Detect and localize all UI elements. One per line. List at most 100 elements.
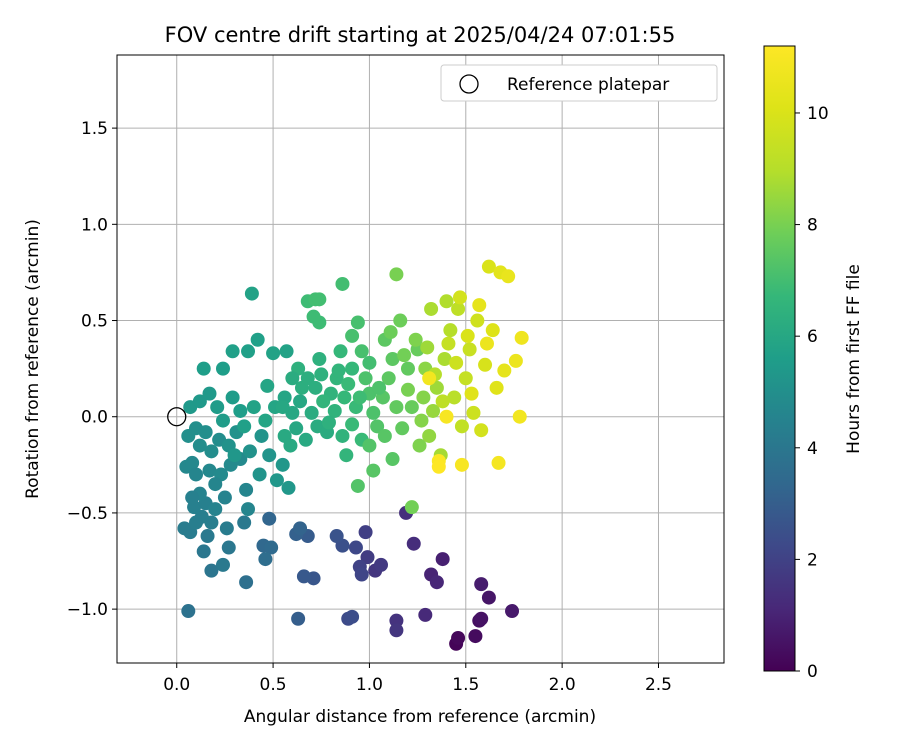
- data-point: [189, 467, 204, 482]
- data-point: [418, 607, 433, 622]
- data-point: [337, 390, 352, 405]
- colorbar-tick-label: 10: [807, 104, 829, 124]
- data-point: [192, 438, 207, 453]
- data-point: [227, 448, 242, 463]
- data-point: [354, 344, 369, 359]
- x-axis-ticks: 0.0 0.5 1.0 1.5 2.0 2.5: [163, 663, 672, 695]
- data-point: [202, 386, 217, 401]
- x-tick-label: 0.0: [163, 675, 190, 695]
- data-point: [454, 457, 469, 472]
- data-point: [316, 394, 331, 409]
- colorbar-gradient: [763, 45, 796, 672]
- colorbar: 0 2 4 6 8 10 Hours from first FF file: [763, 45, 864, 682]
- data-point: [362, 355, 377, 370]
- data-point: [262, 511, 277, 526]
- data-point: [491, 455, 506, 470]
- data-point: [451, 630, 466, 645]
- data-point: [279, 344, 294, 359]
- colorbar-ticks: 0 2 4 6 8 10: [795, 104, 829, 682]
- y-tick-label: 1.5: [81, 119, 108, 139]
- y-tick-label: −0.5: [67, 504, 108, 524]
- data-point: [366, 463, 381, 478]
- data-point: [225, 344, 240, 359]
- data-point: [185, 455, 200, 470]
- data-point: [327, 403, 342, 418]
- data-point: [312, 315, 327, 330]
- data-point: [485, 323, 500, 338]
- data-point: [466, 405, 481, 420]
- data-point: [208, 502, 223, 517]
- data-point: [345, 417, 360, 432]
- data-point: [381, 371, 396, 386]
- data-point: [198, 425, 213, 440]
- y-axis-ticks: −1.0 −0.5 0.0 0.5 1.0 1.5: [67, 119, 117, 620]
- data-point: [389, 267, 404, 282]
- data-point: [366, 405, 381, 420]
- data-point: [389, 623, 404, 638]
- data-point: [460, 328, 475, 343]
- data-point: [221, 540, 236, 555]
- data-point: [293, 521, 308, 536]
- data-point: [250, 332, 265, 347]
- data-point: [468, 629, 483, 644]
- data-point: [285, 371, 300, 386]
- data-point: [204, 444, 219, 459]
- data-point: [439, 409, 454, 424]
- data-point: [345, 361, 360, 376]
- data-point: [426, 403, 441, 418]
- data-point: [404, 400, 419, 415]
- data-point: [266, 346, 281, 361]
- colorbar-tick-label: 4: [807, 439, 818, 459]
- data-point: [312, 292, 327, 307]
- data-point: [237, 515, 252, 530]
- data-point: [185, 490, 200, 505]
- data-point: [269, 473, 284, 488]
- data-point: [304, 405, 319, 420]
- data-point: [308, 380, 323, 395]
- x-tick-label: 2.0: [549, 675, 576, 695]
- data-point: [412, 438, 427, 453]
- data-point: [252, 467, 267, 482]
- data-point: [406, 536, 421, 551]
- data-point: [397, 348, 412, 363]
- y-tick-label: 0.0: [81, 408, 108, 428]
- data-point: [210, 400, 225, 415]
- data-point: [281, 480, 296, 495]
- data-point: [339, 448, 354, 463]
- data-point: [478, 357, 493, 372]
- data-point: [472, 298, 487, 313]
- data-point: [192, 394, 207, 409]
- data-point: [385, 352, 400, 366]
- data-point: [204, 515, 219, 530]
- data-point: [389, 400, 404, 415]
- data-point: [237, 419, 252, 434]
- data-point: [217, 490, 232, 505]
- data-point: [241, 502, 256, 517]
- data-point: [215, 413, 230, 428]
- data-point: [275, 457, 290, 472]
- data-point: [479, 336, 494, 351]
- data-point: [400, 361, 415, 376]
- colorbar-tick-label: 0: [807, 662, 818, 682]
- data-point: [453, 290, 468, 305]
- y-axis-label: Rotation from reference (arcmin): [23, 219, 43, 499]
- data-point: [239, 575, 254, 590]
- data-point: [360, 550, 375, 565]
- data-point: [321, 415, 336, 430]
- data-point: [481, 590, 496, 605]
- data-point: [474, 423, 489, 438]
- data-point: [383, 325, 398, 340]
- y-tick-label: −1.0: [67, 600, 108, 620]
- data-point: [429, 575, 444, 590]
- data-point: [481, 259, 496, 274]
- data-point: [447, 390, 462, 405]
- data-point: [258, 413, 273, 428]
- data-point: [215, 361, 230, 376]
- data-point: [244, 286, 259, 301]
- data-point: [474, 577, 489, 592]
- data-point: [202, 463, 217, 478]
- colorbar-label: Hours from first FF file: [844, 264, 864, 454]
- data-point: [439, 294, 454, 309]
- data-point: [331, 363, 346, 378]
- data-point: [393, 313, 408, 328]
